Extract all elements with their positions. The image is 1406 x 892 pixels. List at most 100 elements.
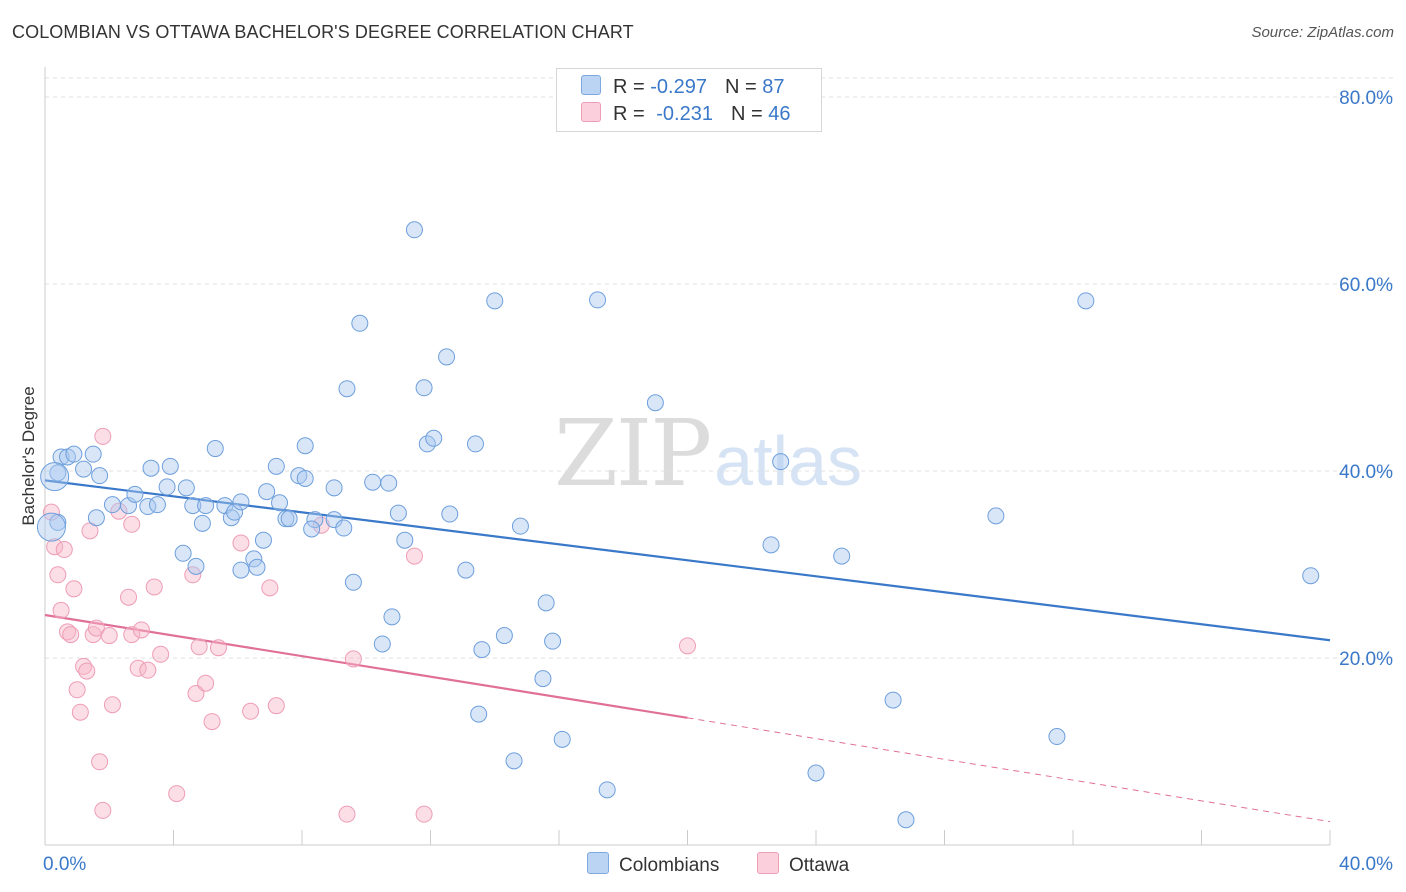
bottom-legend-ottawa: Ottawa — [757, 852, 849, 877]
colombians-trend-line — [44, 479, 1331, 642]
colombians-point — [296, 437, 314, 455]
colombians-point — [351, 314, 369, 332]
colombians-point — [174, 544, 192, 562]
ottawa-point — [132, 621, 150, 639]
ottawa-point — [152, 645, 170, 663]
colombians-point — [807, 764, 825, 782]
legend-n-value: 87 — [762, 76, 785, 98]
colombians-point — [1077, 292, 1095, 310]
bottom-label-colombians: Colombians — [619, 855, 720, 876]
colombians-point — [897, 811, 915, 829]
colombians-point — [418, 435, 436, 453]
colombians-point — [65, 445, 83, 463]
colombians-point — [49, 464, 67, 482]
colombians-point — [87, 509, 105, 527]
colombians-point — [470, 705, 488, 723]
ottawa-point — [87, 619, 105, 637]
ottawa-point — [242, 702, 260, 720]
legend-swatch-ottawa — [581, 102, 601, 122]
y-axis-label: Bachelor's Degree — [19, 386, 38, 525]
legend-n-label: N = — [730, 103, 769, 125]
ottawa-point — [338, 805, 356, 823]
colombians-point — [537, 594, 555, 612]
colombians-point — [505, 752, 523, 770]
colombians-point — [383, 608, 401, 626]
axes — [44, 67, 1331, 846]
ottawa-point — [103, 696, 121, 714]
colombians-point — [762, 536, 780, 554]
colombians-point — [142, 459, 160, 477]
colombians-point — [303, 520, 321, 538]
colombians-point — [52, 448, 70, 466]
colombians-point — [306, 511, 324, 529]
colombians-point — [364, 473, 382, 491]
colombians-point — [248, 558, 266, 576]
colombians-point — [511, 517, 529, 535]
ottawa-point — [123, 626, 141, 644]
watermark-atlas: atlas — [714, 422, 863, 500]
legend-r-value: -0.231 — [656, 103, 713, 125]
ottawa-point — [58, 623, 76, 641]
ottawa-points — [42, 427, 696, 823]
ottawa-point — [209, 639, 227, 657]
colombians-point — [338, 380, 356, 398]
ottawa-trend-extension — [687, 717, 1331, 823]
colombians-point — [184, 497, 202, 515]
colombians-point — [75, 460, 93, 478]
colombians-point — [226, 503, 244, 521]
colombians-point — [254, 531, 272, 549]
legend-r-label: R = — [613, 103, 651, 125]
colombians-point — [473, 641, 491, 659]
bottom-legend-colombians: Colombians — [587, 852, 719, 877]
ottawa-point — [267, 697, 285, 715]
colombians-point — [222, 509, 240, 527]
ottawa-point — [55, 541, 73, 559]
colombians-point — [84, 445, 102, 463]
ottawa-point — [139, 661, 157, 679]
colombians-point — [772, 453, 790, 471]
ottawa-point — [123, 515, 141, 533]
ottawa-point — [94, 427, 112, 445]
ottawa-point — [52, 601, 70, 619]
colombians-point — [148, 496, 166, 514]
colombians-point — [197, 497, 215, 515]
colombians-point — [325, 479, 343, 497]
colombians-point — [325, 511, 343, 529]
y-tick-label: 60.0% — [1339, 275, 1393, 296]
ottawa-point — [405, 547, 423, 565]
colombians-point — [438, 348, 456, 366]
colombians-point — [380, 474, 398, 492]
colombians-point — [425, 429, 443, 447]
ottawa-point — [78, 662, 96, 680]
ottawa-point — [415, 805, 433, 823]
ottawa-point — [232, 534, 250, 552]
y-tick-label: 40.0% — [1339, 462, 1393, 483]
colombians-point — [884, 691, 902, 709]
colombians-point — [486, 292, 504, 310]
ottawa-point — [91, 753, 109, 771]
bottom-swatch-ottawa — [757, 852, 779, 874]
colombians-point — [534, 670, 552, 688]
ottawa-point — [197, 674, 215, 692]
colombians-point — [177, 479, 195, 497]
colombians-point — [296, 469, 314, 487]
ottawa-point — [203, 713, 221, 731]
colombians-point — [495, 627, 513, 645]
bottom-label-ottawa: Ottawa — [789, 855, 850, 876]
x-tick-label: 40.0% — [1339, 854, 1393, 875]
ottawa-point — [120, 588, 138, 606]
colombians-point — [103, 496, 121, 514]
colombians-point — [161, 457, 179, 475]
colombians-point — [396, 531, 414, 549]
colombians-point — [553, 730, 571, 748]
y-tick-label: 80.0% — [1339, 88, 1393, 109]
ottawa-point — [168, 785, 186, 803]
tick-labels: 20.0% 40.0% 60.0% 80.0% 0.0% 40.0% — [43, 88, 1393, 875]
ottawa-point — [190, 638, 208, 656]
colombians-point — [833, 547, 851, 565]
colombians-point — [1048, 728, 1066, 746]
colombians-point — [544, 632, 562, 650]
legend-r-label: R = — [613, 76, 651, 98]
source-label: Source: ZipAtlas.com — [1251, 24, 1394, 41]
